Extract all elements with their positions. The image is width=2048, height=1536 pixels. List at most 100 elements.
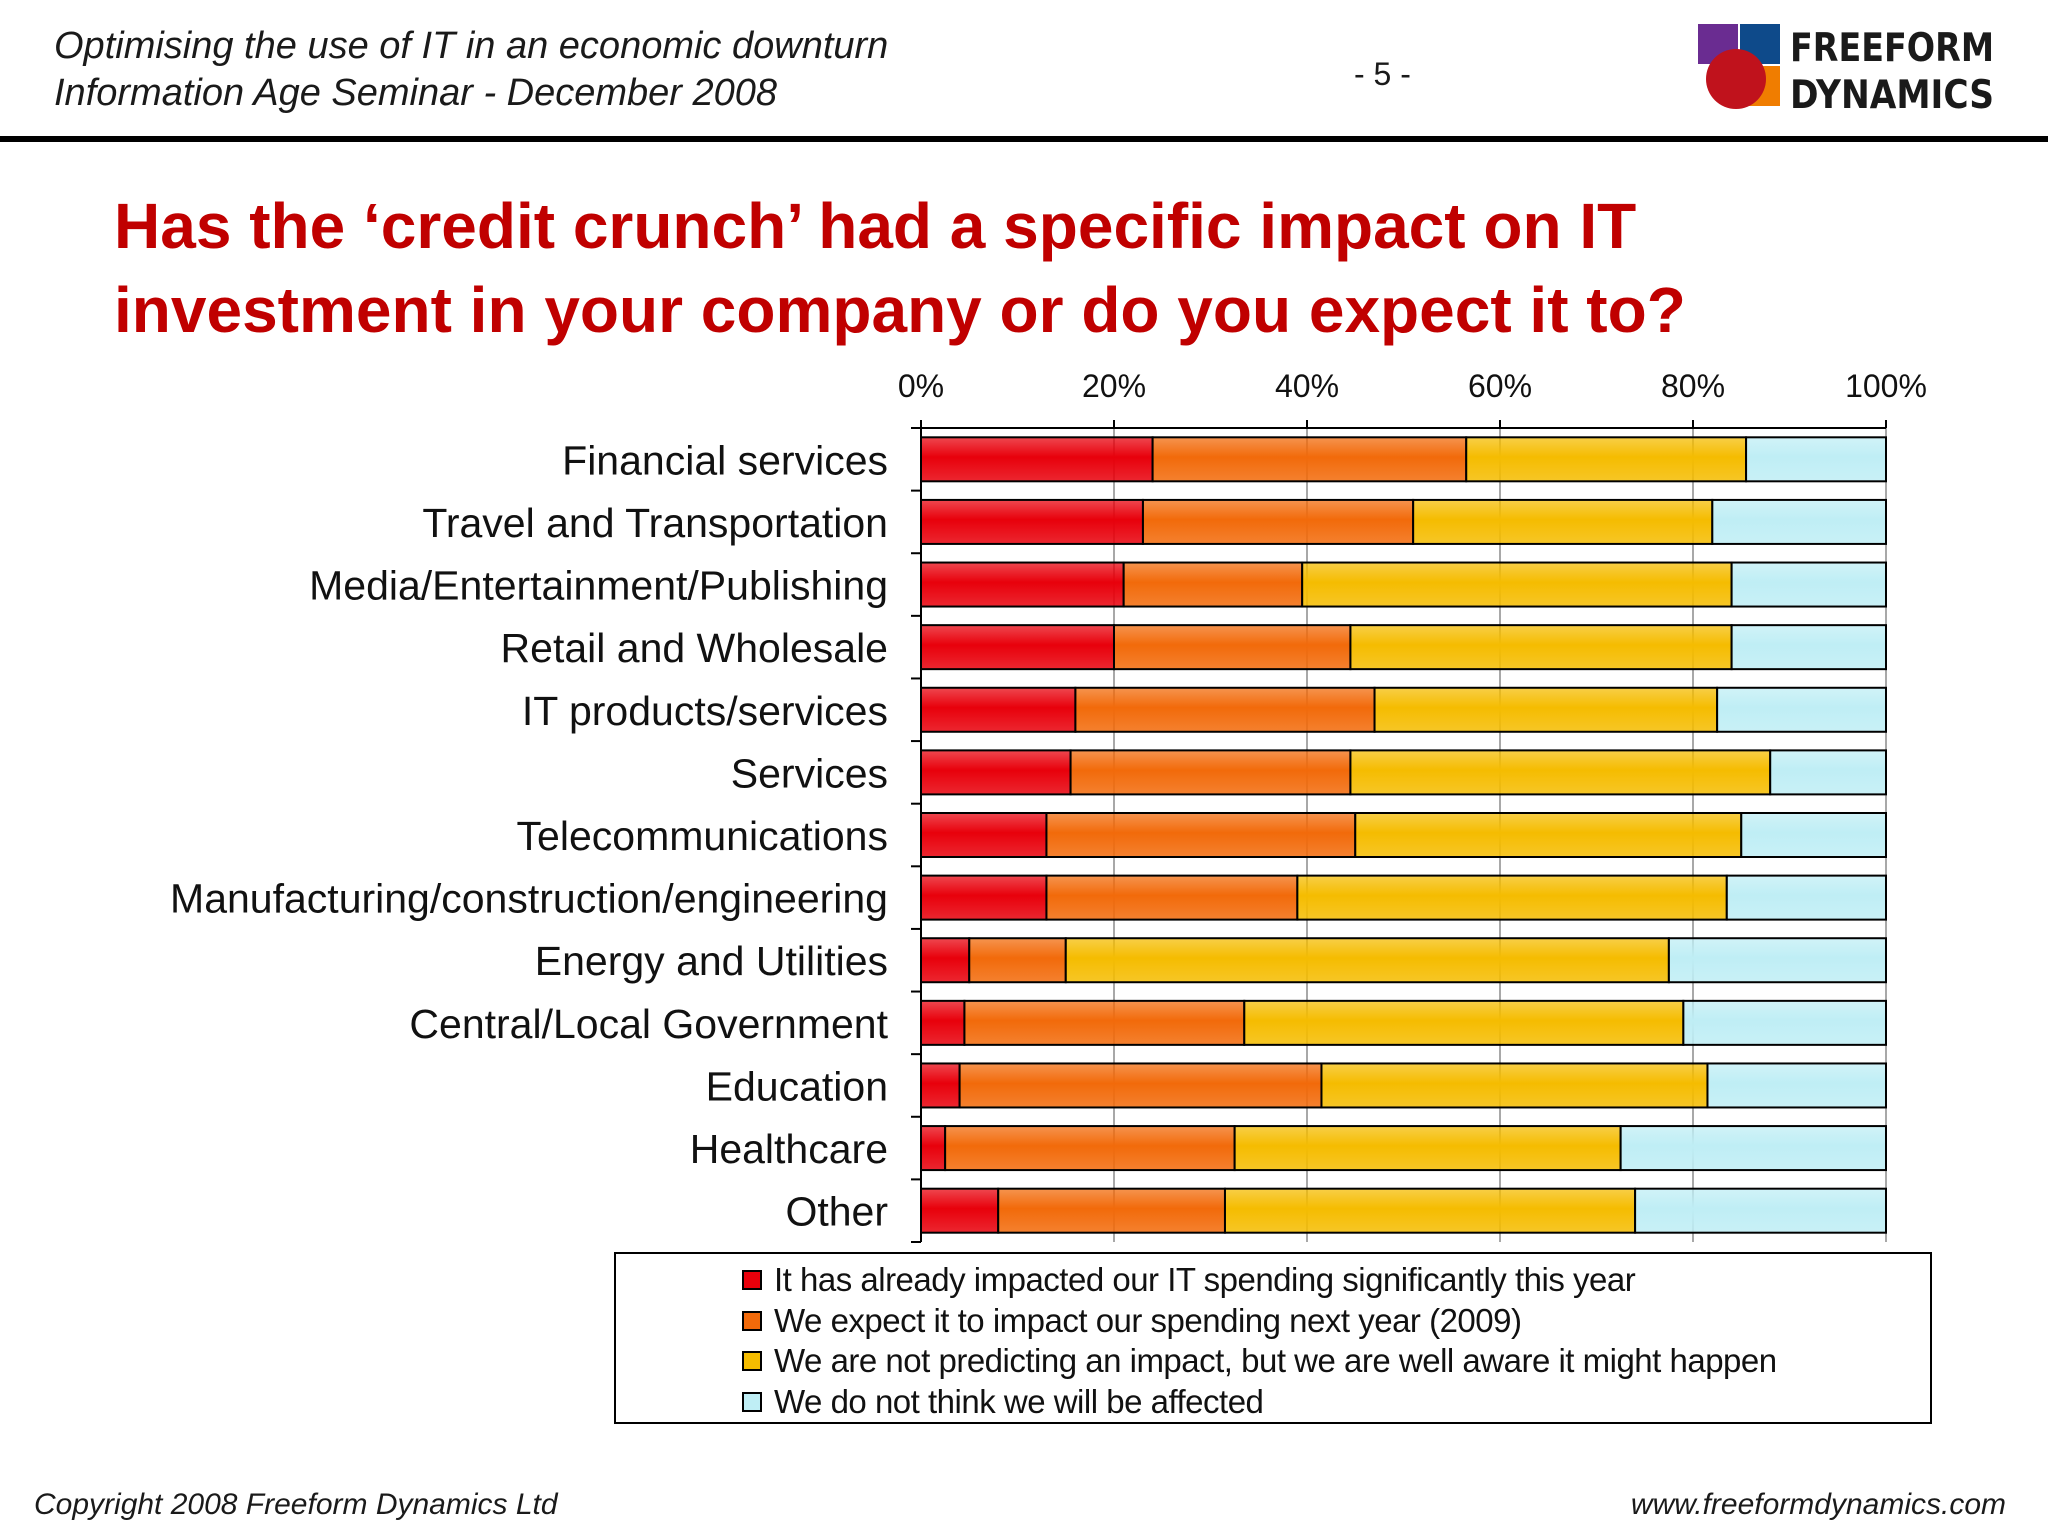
bar-segment — [1745, 436, 1887, 483]
bar-segment — [1069, 749, 1352, 796]
category-label: Healthcare — [690, 1126, 888, 1172]
bar-segment — [1769, 749, 1887, 796]
bar-segment — [1233, 1125, 1622, 1172]
category-label: Energy and Utilities — [535, 938, 888, 984]
bar-segment — [920, 1187, 1000, 1234]
bar-segment — [1730, 561, 1887, 608]
legend-label: It has already impacted our IT spending … — [774, 1261, 1636, 1298]
bar-segment — [1730, 624, 1887, 671]
bar-segment — [1223, 1187, 1637, 1234]
category-label: Media/Entertainment/Publishing — [309, 563, 888, 609]
legend-label: We expect it to impact our spending next… — [774, 1301, 1522, 1339]
bar-segment — [1711, 498, 1888, 545]
category-label: Services — [731, 750, 888, 796]
bar-segment — [1349, 624, 1733, 671]
logo-text-line1: FREEFORM — [1790, 26, 1994, 71]
x-tick-label: 80% — [1661, 368, 1725, 404]
category-label: Telecommunications — [517, 813, 888, 859]
legend-item: We do not think we will be affected — [742, 1382, 1264, 1422]
category-label: Other — [785, 1189, 888, 1235]
x-tick-label: 0% — [898, 368, 944, 404]
legend-swatch — [742, 1391, 762, 1412]
slide-title-line1: Has the ‘credit crunch’ had a specific i… — [114, 190, 1637, 262]
bar-segment — [944, 1125, 1236, 1172]
bar-segment — [963, 999, 1246, 1046]
bar-segment — [1141, 498, 1415, 545]
bar-segment — [1667, 937, 1887, 984]
header-divider — [0, 136, 2048, 142]
slide-title-line2: investment in your company or do you exp… — [114, 274, 1686, 346]
bar-segment — [1045, 874, 1299, 921]
bar-segment — [1243, 999, 1685, 1046]
page-number: - 5 - — [1354, 56, 1411, 92]
bar-segment — [920, 1125, 947, 1172]
logo-circle-red — [1706, 49, 1766, 109]
freeform-dynamics-logo: FREEFORM DYNAMICS — [1698, 24, 1994, 116]
bar-segment — [920, 561, 1125, 608]
bar-segment — [1349, 749, 1772, 796]
bar-segment — [1151, 436, 1468, 483]
category-label: IT products/services — [522, 688, 888, 734]
bar-segment — [1373, 686, 1719, 733]
bar-segment — [997, 1187, 1226, 1234]
bar-segment — [1412, 498, 1714, 545]
bar-segment — [920, 1062, 961, 1109]
bar-segment — [1725, 874, 1888, 921]
legend-swatch — [742, 1351, 762, 1371]
bar-segment — [1320, 1062, 1709, 1109]
category-label: Financial services — [562, 437, 888, 483]
category-label: Retail and Wholesale — [501, 625, 888, 671]
bar-segment — [920, 749, 1072, 796]
x-tick-label: 40% — [1275, 368, 1339, 404]
bar-segment — [920, 812, 1048, 858]
bar-segment — [1113, 624, 1352, 671]
legend-swatch — [742, 1270, 762, 1290]
category-label: Manufacturing/construction/engineering — [170, 876, 888, 922]
x-tick-label: 20% — [1082, 368, 1146, 404]
bar-segment — [1064, 937, 1670, 984]
bar-segment — [1296, 874, 1728, 921]
bar-segment — [1045, 812, 1357, 858]
bar-segment — [1682, 999, 1887, 1046]
logo-text-line2: DYNAMICS — [1790, 73, 1994, 116]
footer-url: www.freeformdynamics.com — [1630, 1488, 2006, 1521]
bars — [920, 436, 1888, 1234]
bar-segment — [1074, 686, 1376, 733]
bar-segment — [1301, 561, 1733, 608]
header-subtitle: Information Age Seminar - December 2008 — [54, 72, 778, 114]
bar-segment — [968, 937, 1067, 984]
category-label: Central/Local Government — [409, 1001, 888, 1047]
bar-segment — [920, 999, 966, 1046]
bar-segment — [1716, 686, 1887, 733]
footer-copyright: Copyright 2008 Freeform Dynamics Ltd — [34, 1488, 558, 1521]
bar-segment — [920, 624, 1115, 671]
slide-title: Has the ‘credit crunch’ had a specific i… — [114, 184, 1994, 352]
x-tick-label: 60% — [1468, 368, 1532, 404]
bar-segment — [920, 874, 1048, 921]
x-tick-label: 100% — [1845, 368, 1927, 404]
bar-segment — [958, 1062, 1323, 1109]
legend-item: It has already impacted our IT spending … — [742, 1260, 1636, 1300]
bar-segment — [1354, 812, 1743, 858]
bar-segment — [920, 436, 1154, 483]
legend-item: We expect it to impact our spending next… — [742, 1301, 1522, 1341]
bar-segment — [1122, 561, 1304, 608]
bar-segment — [1465, 436, 1748, 483]
bar-segment — [920, 937, 971, 984]
bar-segment — [1634, 1187, 1887, 1234]
stacked-bar-chart: 0% 20% 40% 60% 80% 100% Financial services Trav… — [170, 368, 1927, 1243]
bar-segment — [1740, 812, 1887, 858]
chart-legend: It has already impacted our IT spending … — [614, 1252, 1932, 1424]
legend-swatch — [742, 1310, 762, 1331]
legend-label: We are not predicting an impact, but we … — [774, 1342, 1777, 1379]
bar-segment — [1619, 1125, 1887, 1172]
category-label: Travel and Transportation — [422, 500, 888, 546]
labels: 0% 20% 40% 60% 80% 100% Financial services Trav… — [170, 368, 1927, 1235]
bar-segment — [1706, 1062, 1887, 1109]
bar-segment — [920, 498, 1144, 545]
legend-label: We do not think we will be affected — [774, 1382, 1264, 1420]
bar-segment — [920, 686, 1077, 733]
legend-item: We are not predicting an impact, but we … — [742, 1341, 1777, 1381]
category-label: Education — [706, 1063, 888, 1109]
header-title: Optimising the use of IT in an economic … — [54, 25, 889, 67]
